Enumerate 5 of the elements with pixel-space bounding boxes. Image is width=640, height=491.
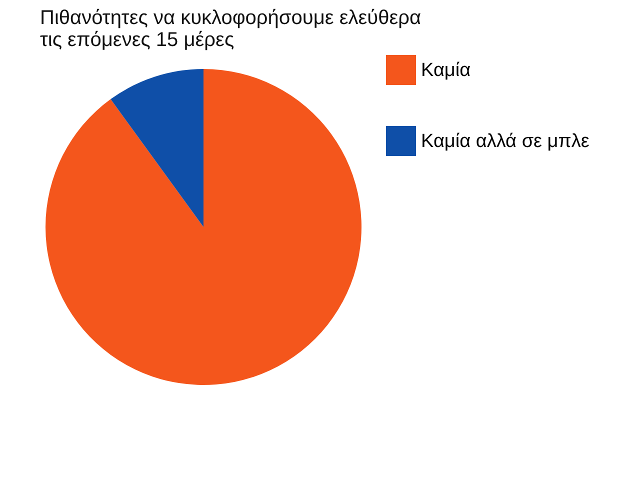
- legend-label: Καμία αλλά σε μπλε: [421, 131, 590, 152]
- chart-title: Πιθανότητες να κυκλοφορήσουμε ελεύθερα τις επόμενες 15 μέρες: [40, 7, 422, 51]
- legend-label: Καμία: [421, 60, 471, 81]
- pie-slice: [46, 69, 362, 385]
- pie-slice: [110, 69, 204, 227]
